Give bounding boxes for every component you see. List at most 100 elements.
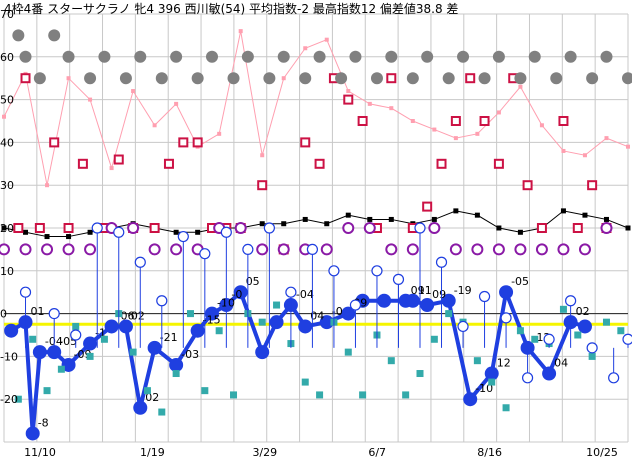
teal-square-point	[602, 318, 610, 326]
red-square-point	[522, 180, 533, 191]
gray-dot-point	[119, 72, 132, 85]
gray-dot-point	[421, 50, 434, 63]
red-square-point	[422, 201, 433, 212]
x-tick-label: 6/7	[368, 446, 386, 459]
gray-dot-point	[335, 72, 348, 85]
main-index-point	[133, 400, 148, 415]
pink-series-point	[496, 110, 501, 115]
black-series-point	[195, 229, 201, 235]
pink-series-point	[626, 144, 630, 149]
gray-dot-point	[406, 72, 419, 85]
main-index-point	[298, 319, 313, 334]
purple-ring-point	[557, 243, 570, 256]
main-index-point	[169, 357, 184, 372]
red-square-point	[113, 154, 124, 165]
main-index-data-label: -04	[296, 288, 314, 301]
main-index-point	[147, 340, 162, 355]
pink-series-point	[281, 76, 286, 81]
red-square-point	[192, 137, 203, 148]
purple-ring-point	[62, 243, 75, 256]
gray-dot-point	[263, 72, 276, 85]
pink-series-point	[66, 76, 71, 81]
red-square-point	[20, 73, 31, 84]
main-index-point	[233, 285, 248, 300]
main-index-point	[499, 285, 514, 300]
black-series-point	[474, 212, 480, 218]
gray-dot-point	[514, 72, 527, 85]
red-square-point	[163, 158, 174, 169]
red-square-point	[450, 116, 461, 126]
purple-ring-point	[170, 243, 183, 256]
purple-ring-point	[363, 222, 376, 234]
gray-dot-point	[12, 29, 25, 42]
red-square-point	[300, 137, 311, 148]
x-tick-label: 10/25	[586, 446, 618, 459]
black-series-point	[388, 216, 394, 222]
main-index-point	[47, 345, 62, 360]
teal-square-point	[359, 391, 367, 399]
y-tick-label: 0	[0, 308, 7, 321]
black-series-point	[324, 221, 330, 227]
blue-ring-point	[199, 248, 211, 260]
main-index-data-label: -8	[38, 416, 49, 429]
purple-ring-point	[514, 243, 527, 256]
teal-square-point	[445, 310, 453, 318]
gray-dot-point	[442, 72, 455, 85]
black-series-point	[23, 229, 29, 235]
pink-series-line	[3, 31, 629, 186]
teal-square-point	[72, 322, 80, 330]
pink-series-point	[45, 183, 50, 188]
teal-square-point	[57, 365, 65, 373]
red-square-point	[178, 137, 189, 148]
black-series-point	[345, 212, 351, 218]
axis-labels: 70 60 50 40 30 20 10 0 -10 -20 11/10 1/19 3/29 6/7 8/1…	[0, 8, 618, 459]
x-tick-label: 1/19	[140, 446, 165, 459]
blue-ring-point	[608, 372, 620, 384]
main-index-data-label: 11	[418, 284, 432, 297]
pink-series-point	[453, 136, 458, 141]
red-square-point	[149, 223, 160, 233]
pink-series-point	[539, 123, 544, 128]
x-tick-label: 8/16	[477, 446, 502, 459]
black-series-point	[453, 208, 459, 214]
purple-ring-point	[41, 243, 54, 256]
teal-square-point	[559, 305, 567, 313]
main-index-data-label: 02	[576, 305, 590, 318]
teal-square-point	[531, 335, 539, 343]
red-square-point	[587, 180, 598, 191]
main-index-point	[420, 298, 435, 313]
black-series-point	[496, 225, 502, 231]
blue-ring-point	[622, 333, 632, 345]
main-index-data-label: -05	[511, 275, 529, 288]
teal-square-point	[129, 348, 137, 356]
teal-square-point	[301, 378, 309, 386]
purple-ring-point	[256, 243, 269, 256]
blue-ring-point	[113, 226, 125, 238]
teal-square-point	[43, 387, 51, 395]
teal-square-point	[273, 301, 281, 309]
gray-dot-point	[564, 50, 577, 63]
blue-ring-point	[263, 222, 275, 234]
gray-dot-point	[586, 72, 599, 85]
black-series-point	[66, 234, 72, 240]
pink-series-point	[389, 106, 394, 111]
pink-series-point	[346, 89, 351, 94]
gray-dot-point	[385, 50, 398, 63]
main-index-point	[190, 323, 205, 338]
red-square-point	[386, 73, 397, 84]
y-tick-label: 30	[0, 179, 14, 192]
main-index-point	[32, 345, 47, 360]
main-index-data-label: -0	[231, 288, 242, 301]
gray-dot-point	[349, 50, 362, 63]
gray-dot-point	[134, 50, 147, 63]
main-index-point	[463, 392, 478, 407]
black-series-point	[517, 229, 523, 235]
gray-dot-point	[277, 50, 290, 63]
blue-ring-point	[220, 226, 232, 238]
pink-series-point	[238, 29, 243, 34]
x-tick-label: 11/10	[24, 446, 56, 459]
red-square-point	[479, 116, 490, 126]
main-index-data-label: -0	[332, 305, 343, 318]
blue-ring-point	[156, 295, 168, 307]
teal-square-point	[258, 318, 266, 326]
